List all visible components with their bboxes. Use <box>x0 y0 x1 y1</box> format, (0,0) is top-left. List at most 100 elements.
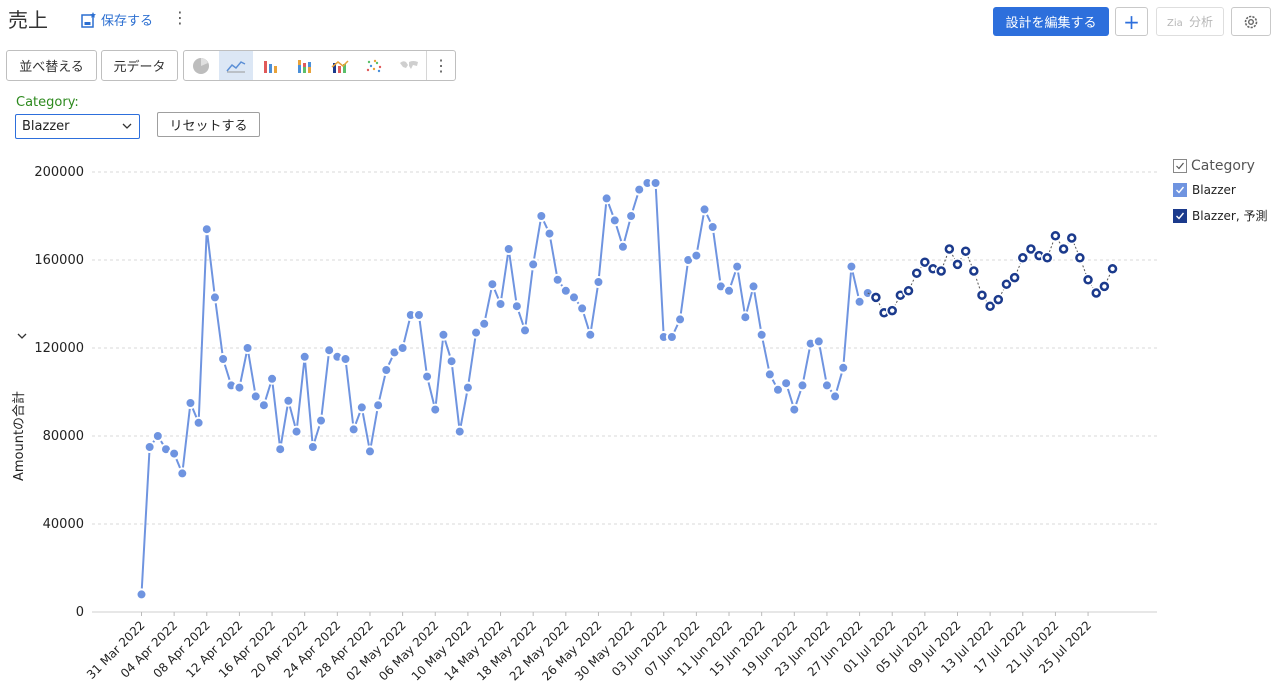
bar-chart-icon[interactable] <box>253 51 288 80</box>
actual-point-core <box>277 446 283 452</box>
y-tick-label: 200000 <box>34 165 84 180</box>
actual-point-core <box>351 426 357 432</box>
legend-title[interactable]: Category <box>1173 158 1255 174</box>
actual-point-core <box>832 393 838 399</box>
forecast-point-core <box>1077 255 1083 260</box>
edit-design-button[interactable]: 設計を編集する <box>993 7 1109 36</box>
actual-point-core <box>628 213 634 219</box>
forecast-point-core <box>881 310 887 315</box>
y-axis-title[interactable]: Amountの合計 <box>11 391 27 481</box>
plus-icon: + <box>1123 9 1140 34</box>
actual-point-core <box>734 264 740 270</box>
combo-chart-icon[interactable] <box>322 51 357 80</box>
stacked-bar-chart-icon[interactable] <box>288 51 323 80</box>
svg-text:Zia: Zia <box>1167 18 1183 28</box>
map-chart-icon[interactable] <box>392 51 427 80</box>
save-button[interactable]: 保存する <box>80 10 153 29</box>
add-button[interactable]: + <box>1115 7 1148 36</box>
forecast-point-core <box>1004 282 1009 287</box>
legend-all-checkbox[interactable] <box>1173 159 1187 173</box>
analysis-button[interactable]: Zia 分析 <box>1156 7 1224 36</box>
actual-point-core <box>285 398 291 404</box>
actual-point-core <box>644 180 650 186</box>
forecast-point-core <box>979 293 985 298</box>
actual-point-core <box>212 294 218 300</box>
forecast-point-core <box>1020 255 1025 260</box>
legend-title-label: Category <box>1191 158 1255 174</box>
forecast-point-core <box>955 262 960 267</box>
actual-point-core <box>334 354 340 360</box>
sort-button[interactable]: 並べ替える <box>6 50 97 81</box>
actual-point-core <box>587 332 593 338</box>
actual-point-core <box>693 253 699 259</box>
forecast-point-core <box>898 293 903 298</box>
actual-point-core <box>848 264 854 270</box>
actual-point-core <box>449 358 455 364</box>
legend-forecast-checkbox[interactable] <box>1173 208 1187 223</box>
actual-point-core <box>400 345 406 351</box>
save-icon <box>81 11 96 28</box>
forecast-point-core <box>947 246 952 252</box>
actual-point-core <box>857 299 863 305</box>
actual-point-core <box>718 283 724 289</box>
actual-point-core <box>563 288 569 294</box>
y-tick-label: 160000 <box>34 253 84 268</box>
actual-point-core <box>620 244 626 250</box>
y-axis-title-chevron-icon[interactable] <box>17 333 27 339</box>
legend-item-forecast[interactable]: Blazzer, 予測 <box>1173 207 1267 224</box>
source-data-button[interactable]: 元データ <box>101 50 178 81</box>
actual-point-core <box>636 187 642 193</box>
forecast-point-core <box>1053 233 1058 238</box>
actual-point-core <box>481 321 487 327</box>
forecast-point-core <box>1102 284 1107 289</box>
actual-point-core <box>612 217 618 223</box>
actual-point-core <box>236 385 242 391</box>
more-options-icon[interactable]: ⋮ <box>172 8 188 27</box>
save-label: 保存する <box>101 14 154 29</box>
actual-point-core <box>375 402 381 408</box>
actual-point-core <box>840 365 846 371</box>
y-tick-label: 120000 <box>34 341 84 356</box>
y-tick-label: 80000 <box>43 429 84 444</box>
pie-chart-icon[interactable] <box>184 51 219 80</box>
forecast-point-core <box>1110 266 1115 271</box>
chart-type-switcher: ⋮ <box>183 50 456 81</box>
actual-point-core <box>302 354 308 360</box>
legend-actual-checkbox[interactable] <box>1173 183 1187 197</box>
more-chart-types-icon[interactable]: ⋮ <box>426 51 455 80</box>
actual-point-core <box>498 301 504 307</box>
scatter-chart-icon[interactable] <box>357 51 392 80</box>
line-chart-icon[interactable] <box>218 51 254 80</box>
actual-point-core <box>767 371 773 377</box>
actual-point-core <box>595 279 601 285</box>
actual-point-core <box>171 451 177 457</box>
actual-point-core <box>391 349 397 355</box>
actual-point-core <box>710 224 716 230</box>
forecast-point-core <box>914 271 919 276</box>
actual-point-core <box>155 433 161 439</box>
actual-point-core <box>326 347 332 353</box>
category-select-value: Blazzer <box>22 119 70 134</box>
actual-point-core <box>522 327 528 333</box>
actual-point-core <box>669 334 675 340</box>
line-chart: 0 40000 80000 120000 160000 200000 31 Mar 202… <box>11 165 1157 683</box>
reset-button[interactable]: リセットする <box>157 112 260 137</box>
forecast-point-core <box>1045 255 1050 260</box>
actual-point-core <box>759 332 765 338</box>
actual-point-core <box>816 338 822 344</box>
settings-button[interactable] <box>1231 7 1271 36</box>
actual-point-core <box>579 305 585 311</box>
actual-point-core <box>702 206 708 212</box>
actual-point-core <box>424 374 430 380</box>
actual-point-core <box>139 591 144 597</box>
forecast-point-core <box>1028 246 1034 252</box>
actual-point-core <box>294 429 300 435</box>
category-select[interactable]: Blazzer <box>15 114 140 139</box>
actual-point-core <box>228 382 234 388</box>
actual-point-core <box>604 195 610 201</box>
forecast-point-core <box>890 308 895 313</box>
series-forecast <box>867 229 1119 320</box>
legend-item-actual[interactable]: Blazzer <box>1173 183 1236 197</box>
actual-point-core <box>261 402 267 408</box>
actual-point-core <box>506 246 512 252</box>
